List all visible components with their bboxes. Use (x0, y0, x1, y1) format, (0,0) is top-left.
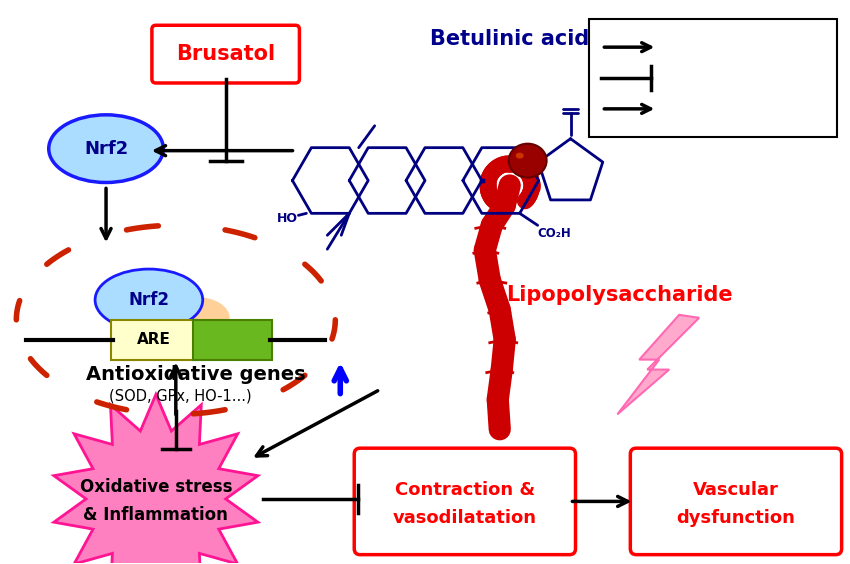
Text: Antioxidative genes: Antioxidative genes (86, 365, 305, 384)
Text: ARE: ARE (137, 332, 171, 347)
Ellipse shape (509, 144, 547, 178)
Polygon shape (54, 394, 258, 564)
Text: activitation: activitation (666, 39, 763, 55)
Text: CO₂H: CO₂H (538, 227, 571, 240)
Text: Vascular: Vascular (693, 481, 779, 499)
FancyBboxPatch shape (631, 448, 842, 554)
Ellipse shape (162, 297, 230, 339)
Text: Nrf2: Nrf2 (84, 140, 128, 158)
Ellipse shape (48, 115, 163, 183)
Polygon shape (617, 315, 699, 415)
Text: Betulinic acid: Betulinic acid (430, 29, 589, 49)
Ellipse shape (95, 269, 203, 331)
FancyBboxPatch shape (354, 448, 575, 554)
Text: Brusatol: Brusatol (176, 44, 275, 64)
Text: & Inflammation: & Inflammation (83, 506, 229, 524)
FancyBboxPatch shape (111, 320, 196, 360)
Text: dysfunction: dysfunction (677, 509, 796, 527)
Text: HO: HO (276, 212, 298, 225)
Text: Contraction &: Contraction & (394, 481, 535, 499)
Text: vasodilatation: vasodilatation (393, 509, 537, 527)
Text: Oxidative stress: Oxidative stress (80, 478, 232, 496)
Ellipse shape (516, 153, 524, 158)
FancyBboxPatch shape (589, 19, 836, 136)
Text: Nrf2: Nrf2 (128, 291, 169, 309)
Text: Lipopolysaccharide: Lipopolysaccharide (506, 285, 733, 305)
FancyBboxPatch shape (193, 320, 271, 360)
Text: movement: movement (666, 102, 756, 116)
FancyBboxPatch shape (152, 25, 299, 83)
Text: (SOD, GPx, HO-1...): (SOD, GPx, HO-1...) (110, 389, 252, 404)
Text: inhibition: inhibition (666, 70, 747, 86)
